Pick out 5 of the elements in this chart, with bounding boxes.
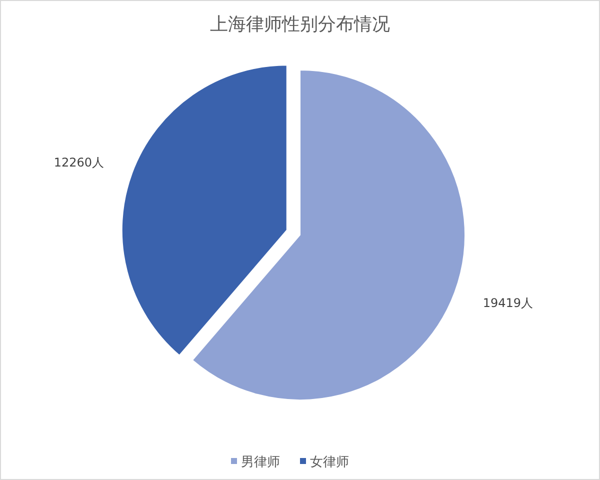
legend-label: 女律师 xyxy=(310,455,349,470)
data-label: 12260人 xyxy=(54,155,104,170)
legend-label: 男律师 xyxy=(241,455,280,470)
chart-title: 上海律师性别分布情况 xyxy=(210,14,390,35)
data-label: 19419人 xyxy=(482,296,534,310)
